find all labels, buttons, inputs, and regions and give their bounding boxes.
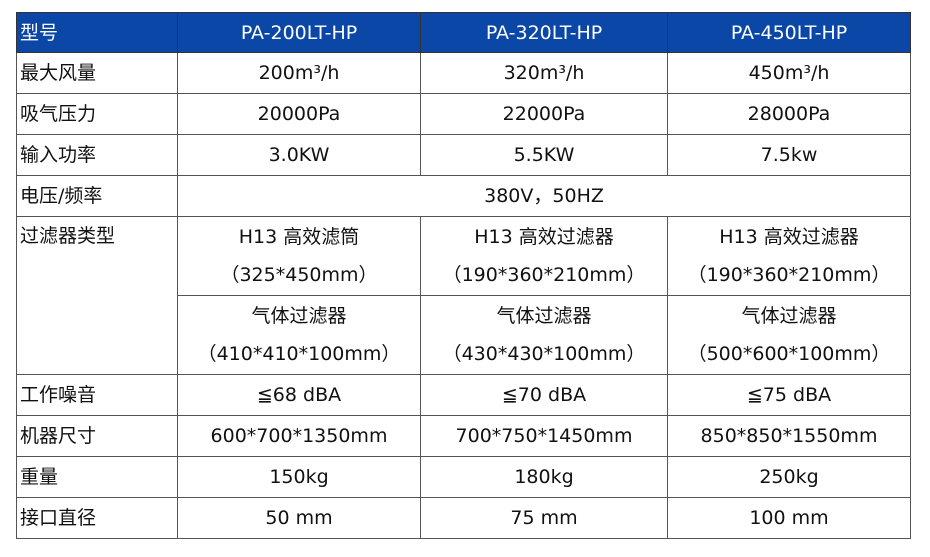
cell: 700*750*1450mm [420, 415, 668, 457]
filter-name: H13 高效滤筒 [238, 226, 360, 248]
model-2: PA-320LT-HP [420, 12, 668, 53]
cell: 22000Pa [420, 93, 668, 135]
cell: 320m³/h [420, 52, 668, 94]
model-1: PA-200LT-HP [177, 12, 421, 53]
cell: 50 mm [177, 497, 421, 539]
row-label: 吸气压力 [16, 93, 178, 135]
cell: 28000Pa [667, 93, 911, 135]
filter-size: （500*600*100mm） [687, 343, 891, 365]
cell: 气体过滤器 （430*430*100mm） [420, 295, 668, 375]
table-row-power: 输入功率 3.0KW 5.5KW 7.5kw [16, 134, 911, 176]
cell: 450m³/h [667, 52, 911, 94]
cell: ≦70 dBA [420, 374, 668, 416]
cell: 20000Pa [177, 93, 421, 135]
filter-size: （410*410*100mm） [197, 343, 401, 365]
row-label: 重量 [16, 456, 178, 498]
header-label: 型号 [16, 12, 178, 53]
table-row-pressure: 吸气压力 20000Pa 22000Pa 28000Pa [16, 93, 911, 135]
cell: 100 mm [667, 497, 911, 539]
table-row-airflow: 最大风量 200m³/h 320m³/h 450m³/h [16, 52, 911, 94]
cell: 250kg [667, 456, 911, 498]
cell: 75 mm [420, 497, 668, 539]
cell: 380V，50HZ [177, 175, 911, 217]
row-label: 最大风量 [16, 52, 178, 94]
cell: H13 高效滤筒 （325*450mm） [177, 216, 421, 296]
table-row-filter-secondary: 气体过滤器 （410*410*100mm） 气体过滤器 （430*430*100mm… [17, 295, 911, 375]
header-row: 型号 PA-200LT-HP PA-320LT-HP PA-450LT-HP [16, 12, 911, 53]
model-3: PA-450LT-HP [667, 12, 911, 53]
cell: 150kg [177, 456, 421, 498]
filter-name: H13 高效过滤器 [719, 226, 859, 248]
filter-name: 气体过滤器 [741, 305, 837, 327]
table-row-voltage: 电压/频率 380V，50HZ [16, 175, 911, 217]
filter-size: （325*450mm） [220, 264, 378, 286]
cell: H13 高效过滤器 （190*360*210mm） [420, 216, 668, 296]
table-row-filter-primary: 过滤器类型 H13 高效滤筒 （325*450mm） H13 高效过滤器 （190*… [16, 216, 911, 375]
cell: 气体过滤器 （500*600*100mm） [667, 295, 911, 375]
table-row-port: 接口直径 50 mm 75 mm 100 mm [16, 497, 911, 539]
table-row-dimensions: 机器尺寸 600*700*1350mm 700*750*1450mm 850*8… [16, 415, 911, 457]
table-row-weight: 重量 150kg 180kg 250kg [16, 456, 911, 498]
cell: ≦68 dBA [177, 374, 421, 416]
row-label: 电压/频率 [16, 175, 178, 217]
cell: 850*850*1550mm [667, 415, 911, 457]
row-label: 过滤器类型 [16, 216, 178, 375]
cell: 7.5kw [667, 134, 911, 176]
cell: 600*700*1350mm [177, 415, 421, 457]
filter-name: 气体过滤器 [251, 305, 347, 327]
row-label: 工作噪音 [16, 374, 178, 416]
row-label: 接口直径 [16, 497, 178, 539]
filter-size: （190*360*210mm） [442, 264, 646, 286]
cell: 3.0KW [177, 134, 421, 176]
cell: 180kg [420, 456, 668, 498]
spec-table: 型号 PA-200LT-HP PA-320LT-HP PA-450LT-HP 最… [16, 12, 911, 539]
row-label: 输入功率 [16, 134, 178, 176]
filter-name: 气体过滤器 [496, 305, 592, 327]
cell: 200m³/h [177, 52, 421, 94]
cell: H13 高效过滤器 （190*360*210mm） [667, 216, 911, 296]
filter-size: （190*360*210mm） [687, 264, 891, 286]
filter-name: H13 高效过滤器 [474, 226, 614, 248]
row-label: 机器尺寸 [16, 415, 178, 457]
table-row-noise: 工作噪音 ≦68 dBA ≦70 dBA ≦75 dBA [16, 374, 911, 416]
cell: 5.5KW [420, 134, 668, 176]
filter-size: （430*430*100mm） [442, 343, 646, 365]
cell: 气体过滤器 （410*410*100mm） [177, 295, 421, 375]
cell: ≦75 dBA [667, 374, 911, 416]
